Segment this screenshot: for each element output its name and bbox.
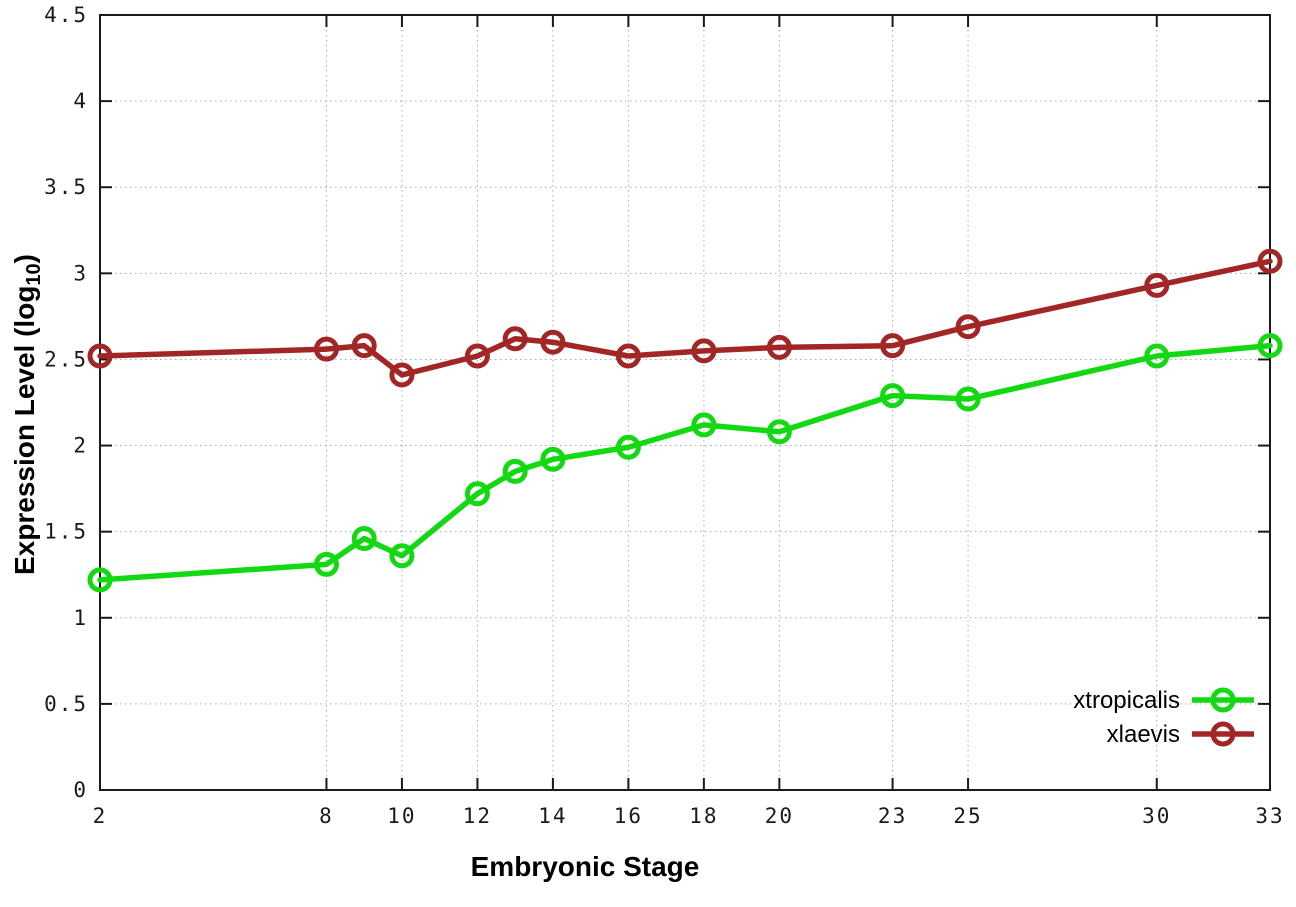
data-point-xtropicalis — [766, 419, 792, 445]
data-point-xtropicalis — [1257, 333, 1283, 359]
legend-label-xlaevis: xlaevis — [1107, 721, 1180, 748]
data-point-xlaevis — [389, 362, 415, 388]
x-tick-label: 16 — [614, 804, 643, 828]
x-tick-label: 12 — [463, 804, 492, 828]
data-point-xtropicalis — [502, 458, 528, 484]
legend-label-xtropicalis: xtropicalis — [1073, 687, 1180, 714]
y-tick-label: 3 — [73, 261, 88, 285]
y-tick-label: 2 — [73, 434, 88, 458]
data-point-xtropicalis — [389, 543, 415, 569]
data-point-xlaevis — [1257, 248, 1283, 274]
data-point-xtropicalis — [87, 567, 113, 593]
data-point-xtropicalis — [691, 412, 717, 438]
data-point-xlaevis — [464, 343, 490, 369]
x-tick-label: 20 — [765, 804, 794, 828]
x-tick-label: 10 — [387, 804, 416, 828]
y-tick-label: 0.5 — [44, 692, 88, 716]
x-tick-label: 2 — [93, 804, 108, 828]
series-line-xtropicalis — [97, 342, 1273, 583]
x-tick-label: 30 — [1142, 804, 1171, 828]
data-point-xtropicalis — [464, 481, 490, 507]
x-tick-label: 8 — [319, 804, 334, 828]
series-line-xlaevis — [97, 258, 1273, 378]
x-axis-title: Embryonic Stage — [471, 851, 700, 882]
data-point-xlaevis — [691, 338, 717, 364]
legend-sample-marker-xlaevis — [1210, 721, 1236, 747]
data-point-xtropicalis — [615, 434, 641, 460]
y-axis-title: Expression Level (log10) — [9, 254, 45, 575]
data-point-xtropicalis — [313, 551, 339, 577]
data-point-xlaevis — [502, 326, 528, 352]
data-point-xtropicalis — [351, 526, 377, 552]
x-tick-label: 23 — [878, 804, 907, 828]
data-point-xlaevis — [540, 329, 566, 355]
data-point-xlaevis — [351, 333, 377, 359]
x-tick-label: 14 — [538, 804, 567, 828]
y-tick-label: 1.5 — [44, 520, 88, 544]
y-tick-label: 3.5 — [44, 175, 88, 199]
data-point-xlaevis — [87, 343, 113, 369]
y-tick-label: 0 — [73, 778, 88, 802]
data-point-xtropicalis — [540, 446, 566, 472]
y-tick-label: 4.5 — [44, 3, 88, 27]
legend-sample-marker-xtropicalis — [1210, 687, 1236, 713]
data-point-xlaevis — [955, 314, 981, 340]
data-point-xlaevis — [880, 333, 906, 359]
y-tick-label: 2.5 — [44, 347, 88, 371]
data-point-xlaevis — [1144, 272, 1170, 298]
y-tick-label: 4 — [73, 89, 88, 113]
data-point-xlaevis — [615, 343, 641, 369]
y-tick-label: 1 — [73, 606, 88, 630]
data-point-xtropicalis — [1144, 343, 1170, 369]
x-tick-label: 25 — [953, 804, 982, 828]
data-point-xlaevis — [313, 336, 339, 362]
x-tick-label: 33 — [1255, 804, 1284, 828]
x-tick-label: 18 — [689, 804, 718, 828]
data-point-xtropicalis — [880, 383, 906, 409]
data-point-xlaevis — [766, 334, 792, 360]
plot-border — [99, 14, 1271, 791]
data-point-xtropicalis — [955, 386, 981, 412]
